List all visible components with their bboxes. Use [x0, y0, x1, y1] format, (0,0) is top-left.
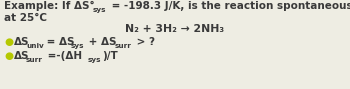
Text: = ΔS: = ΔS — [43, 37, 75, 47]
Text: sys: sys — [88, 57, 101, 63]
Text: = -198.3 J/K, is the reaction spontaneous: = -198.3 J/K, is the reaction spontaneou… — [108, 1, 350, 11]
Text: surr: surr — [115, 43, 132, 49]
Text: ●: ● — [4, 37, 13, 47]
Text: )/T: )/T — [102, 51, 118, 61]
Text: sys: sys — [71, 43, 84, 49]
Text: Example: If ΔS°: Example: If ΔS° — [4, 1, 94, 11]
Text: ●: ● — [4, 51, 13, 61]
Text: > ?: > ? — [133, 37, 155, 47]
Text: ΔS: ΔS — [14, 37, 29, 47]
Text: ΔS: ΔS — [14, 51, 29, 61]
Text: univ: univ — [26, 43, 44, 49]
Text: + ΔS: + ΔS — [85, 37, 117, 47]
Text: at 25°C: at 25°C — [4, 13, 47, 23]
Text: =-(ΔH: =-(ΔH — [44, 51, 82, 61]
Text: N₂ + 3H₂ → 2NH₃: N₂ + 3H₂ → 2NH₃ — [125, 24, 225, 34]
Text: surr: surr — [26, 57, 43, 63]
Text: sys: sys — [93, 7, 106, 13]
